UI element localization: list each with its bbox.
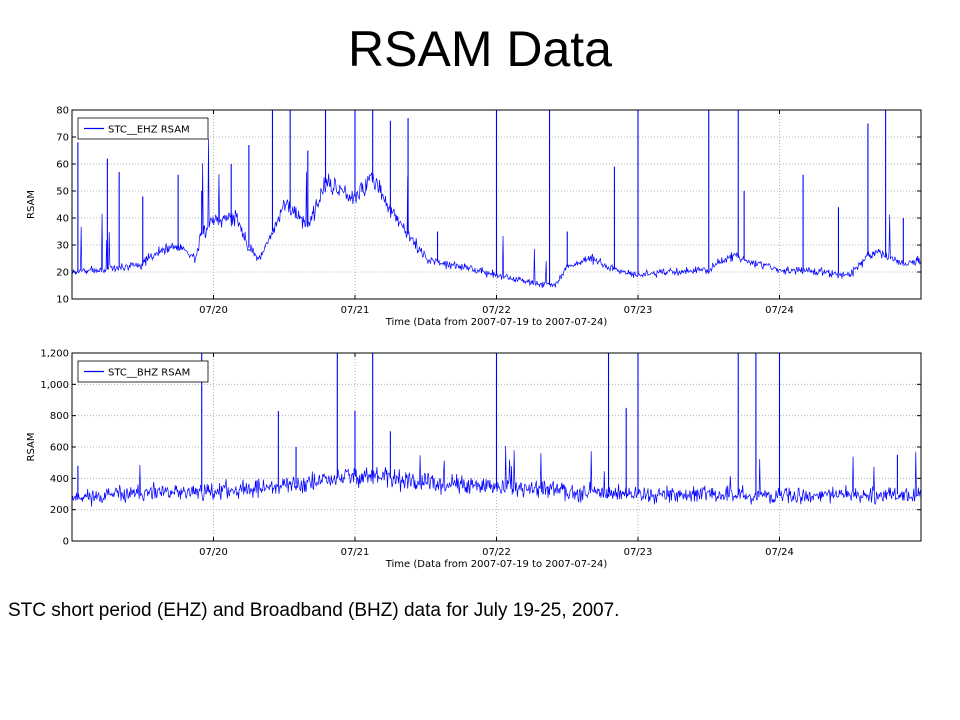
y-tick-label: 30 xyxy=(56,241,69,252)
x-tick-label: 07/21 xyxy=(341,305,370,316)
y-tick-label: 0 xyxy=(63,537,69,548)
x-tick-label: 07/23 xyxy=(624,305,653,316)
legend-box xyxy=(77,360,209,383)
x-tick-label: 07/21 xyxy=(341,547,370,558)
x-tick-label: 07/24 xyxy=(765,547,794,558)
x-tick-label: 07/20 xyxy=(199,547,228,558)
x-tick-label: 07/22 xyxy=(482,547,511,558)
legend-label: STC__EHZ RSAM xyxy=(108,125,190,136)
y-tick-label: 200 xyxy=(50,505,69,516)
x-tick-label: 07/24 xyxy=(765,305,794,316)
y-axis-label: RSAM xyxy=(26,190,37,219)
y-tick-label: 80 xyxy=(56,106,69,117)
legend: STC__EHZ RSAM xyxy=(77,117,209,140)
page-title: RSAM Data xyxy=(348,21,612,77)
y-tick-label: 1,200 xyxy=(40,349,69,360)
ehz-rsam-chart: 10 20 30 40 50 60 70 80 07/20 07/21 07/22 07/23 07/2… xyxy=(26,106,922,328)
figure-caption: STC short period (EHZ) and Broadband (BH… xyxy=(8,600,620,621)
y-tick-label: 20 xyxy=(56,268,69,279)
y-axis-label: RSAM xyxy=(26,433,37,462)
y-tick-label: 60 xyxy=(56,160,69,171)
legend-box xyxy=(77,117,209,140)
y-tick-label: 400 xyxy=(50,474,69,485)
x-tick-label: 07/23 xyxy=(624,547,653,558)
plot-frame xyxy=(71,109,922,300)
x-tick-label: 07/20 xyxy=(199,305,228,316)
y-tick-label: 800 xyxy=(50,411,69,422)
x-axis-label: Time (Data from 2007-07-19 to 2007-07-24… xyxy=(385,317,608,328)
plot-frame xyxy=(71,352,922,542)
y-tick-label: 1,000 xyxy=(40,380,69,391)
x-tick-label: 07/22 xyxy=(482,305,511,316)
bhz-rsam-chart: 0 200 400 600 800 1,000 1,200 07/20 07/21 07/22 07… xyxy=(26,349,922,570)
x-axis-label: Time (Data from 2007-07-19 to 2007-07-24… xyxy=(385,559,608,570)
legend: STC__BHZ RSAM xyxy=(77,360,209,383)
legend-label: STC__BHZ RSAM xyxy=(108,368,190,379)
y-tick-label: 70 xyxy=(56,133,69,144)
y-tick-label: 40 xyxy=(56,214,69,225)
y-tick-label: 600 xyxy=(50,443,69,454)
y-tick-label: 10 xyxy=(56,295,69,306)
y-tick-label: 50 xyxy=(56,187,69,198)
